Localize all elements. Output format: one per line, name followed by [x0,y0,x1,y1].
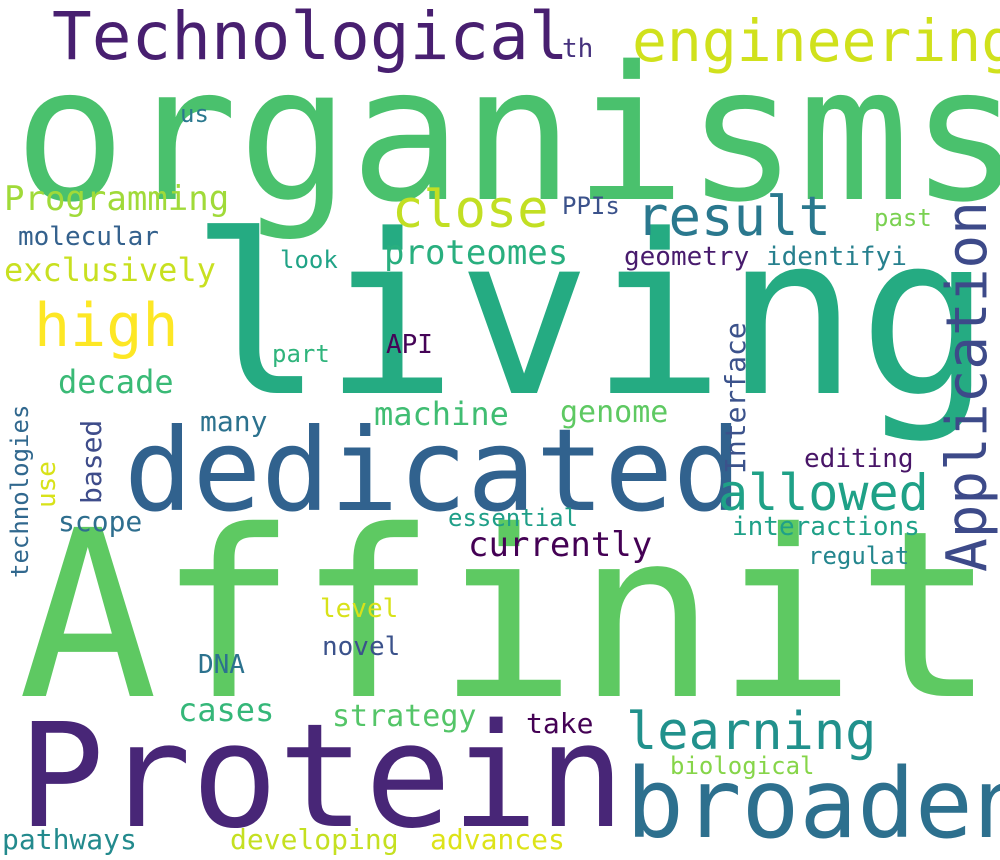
word-identifyi: identifyi [766,242,907,272]
word-ppis: PPIs [562,192,620,220]
word-machine: machine [374,395,509,433]
word-geometry: geometry [624,242,750,272]
word-editing: editing [804,444,914,474]
word-novel: novel [322,632,401,662]
word-part: part [272,340,330,368]
word-advances: advances [430,823,565,856]
word-scope: scope [58,505,143,538]
word-broaden: broaden [626,748,1000,860]
word-learning: learning [626,702,877,762]
word-essential: essential [448,504,579,532]
word-currently: currently [468,525,653,565]
word-take: take [526,707,594,740]
word-use: use [32,461,62,508]
word-strategy: strategy [332,699,477,734]
word-many: many [200,405,268,438]
word-result: result [636,185,832,248]
word-molecular: molecular [18,222,159,252]
word-programming: Programming [4,179,230,219]
word-high: high [34,291,179,361]
word-close: close [392,180,549,240]
word-interface: Interface [719,322,752,474]
word-th: th [562,34,594,64]
word-pathways: pathways [2,823,137,856]
word-decade: decade [58,363,174,401]
word-affinity: Affinity [18,481,1000,751]
word-developing: developing [230,823,399,856]
word-cases: cases [178,691,275,729]
word-interactions: interactions [732,512,920,542]
word-dna: DNA [198,650,245,680]
word-application: Application [935,201,1000,572]
word-biological: biological [670,752,815,780]
word-protein: Protein [18,692,625,860]
word-api: API [386,330,433,360]
word-technologies: technologies [6,404,34,578]
word-level: level [320,594,399,624]
word-technological: Technological [52,0,569,75]
word-dedicated: dedicated [124,404,742,537]
word-living: living [190,188,992,446]
word-us: us [180,100,209,128]
word-genome: genome [560,395,669,430]
word-regulat: regulat [808,542,910,570]
word-proteomes: proteomes [384,233,569,273]
word-engineering: engineering [632,7,1000,75]
word-allowed: allowed [718,464,929,522]
word-organisms: organisms [14,26,1000,243]
word-look: look [280,246,338,274]
word-exclusively: exclusively [4,251,216,289]
word-based: based [75,419,108,504]
word-past: past [874,204,932,232]
